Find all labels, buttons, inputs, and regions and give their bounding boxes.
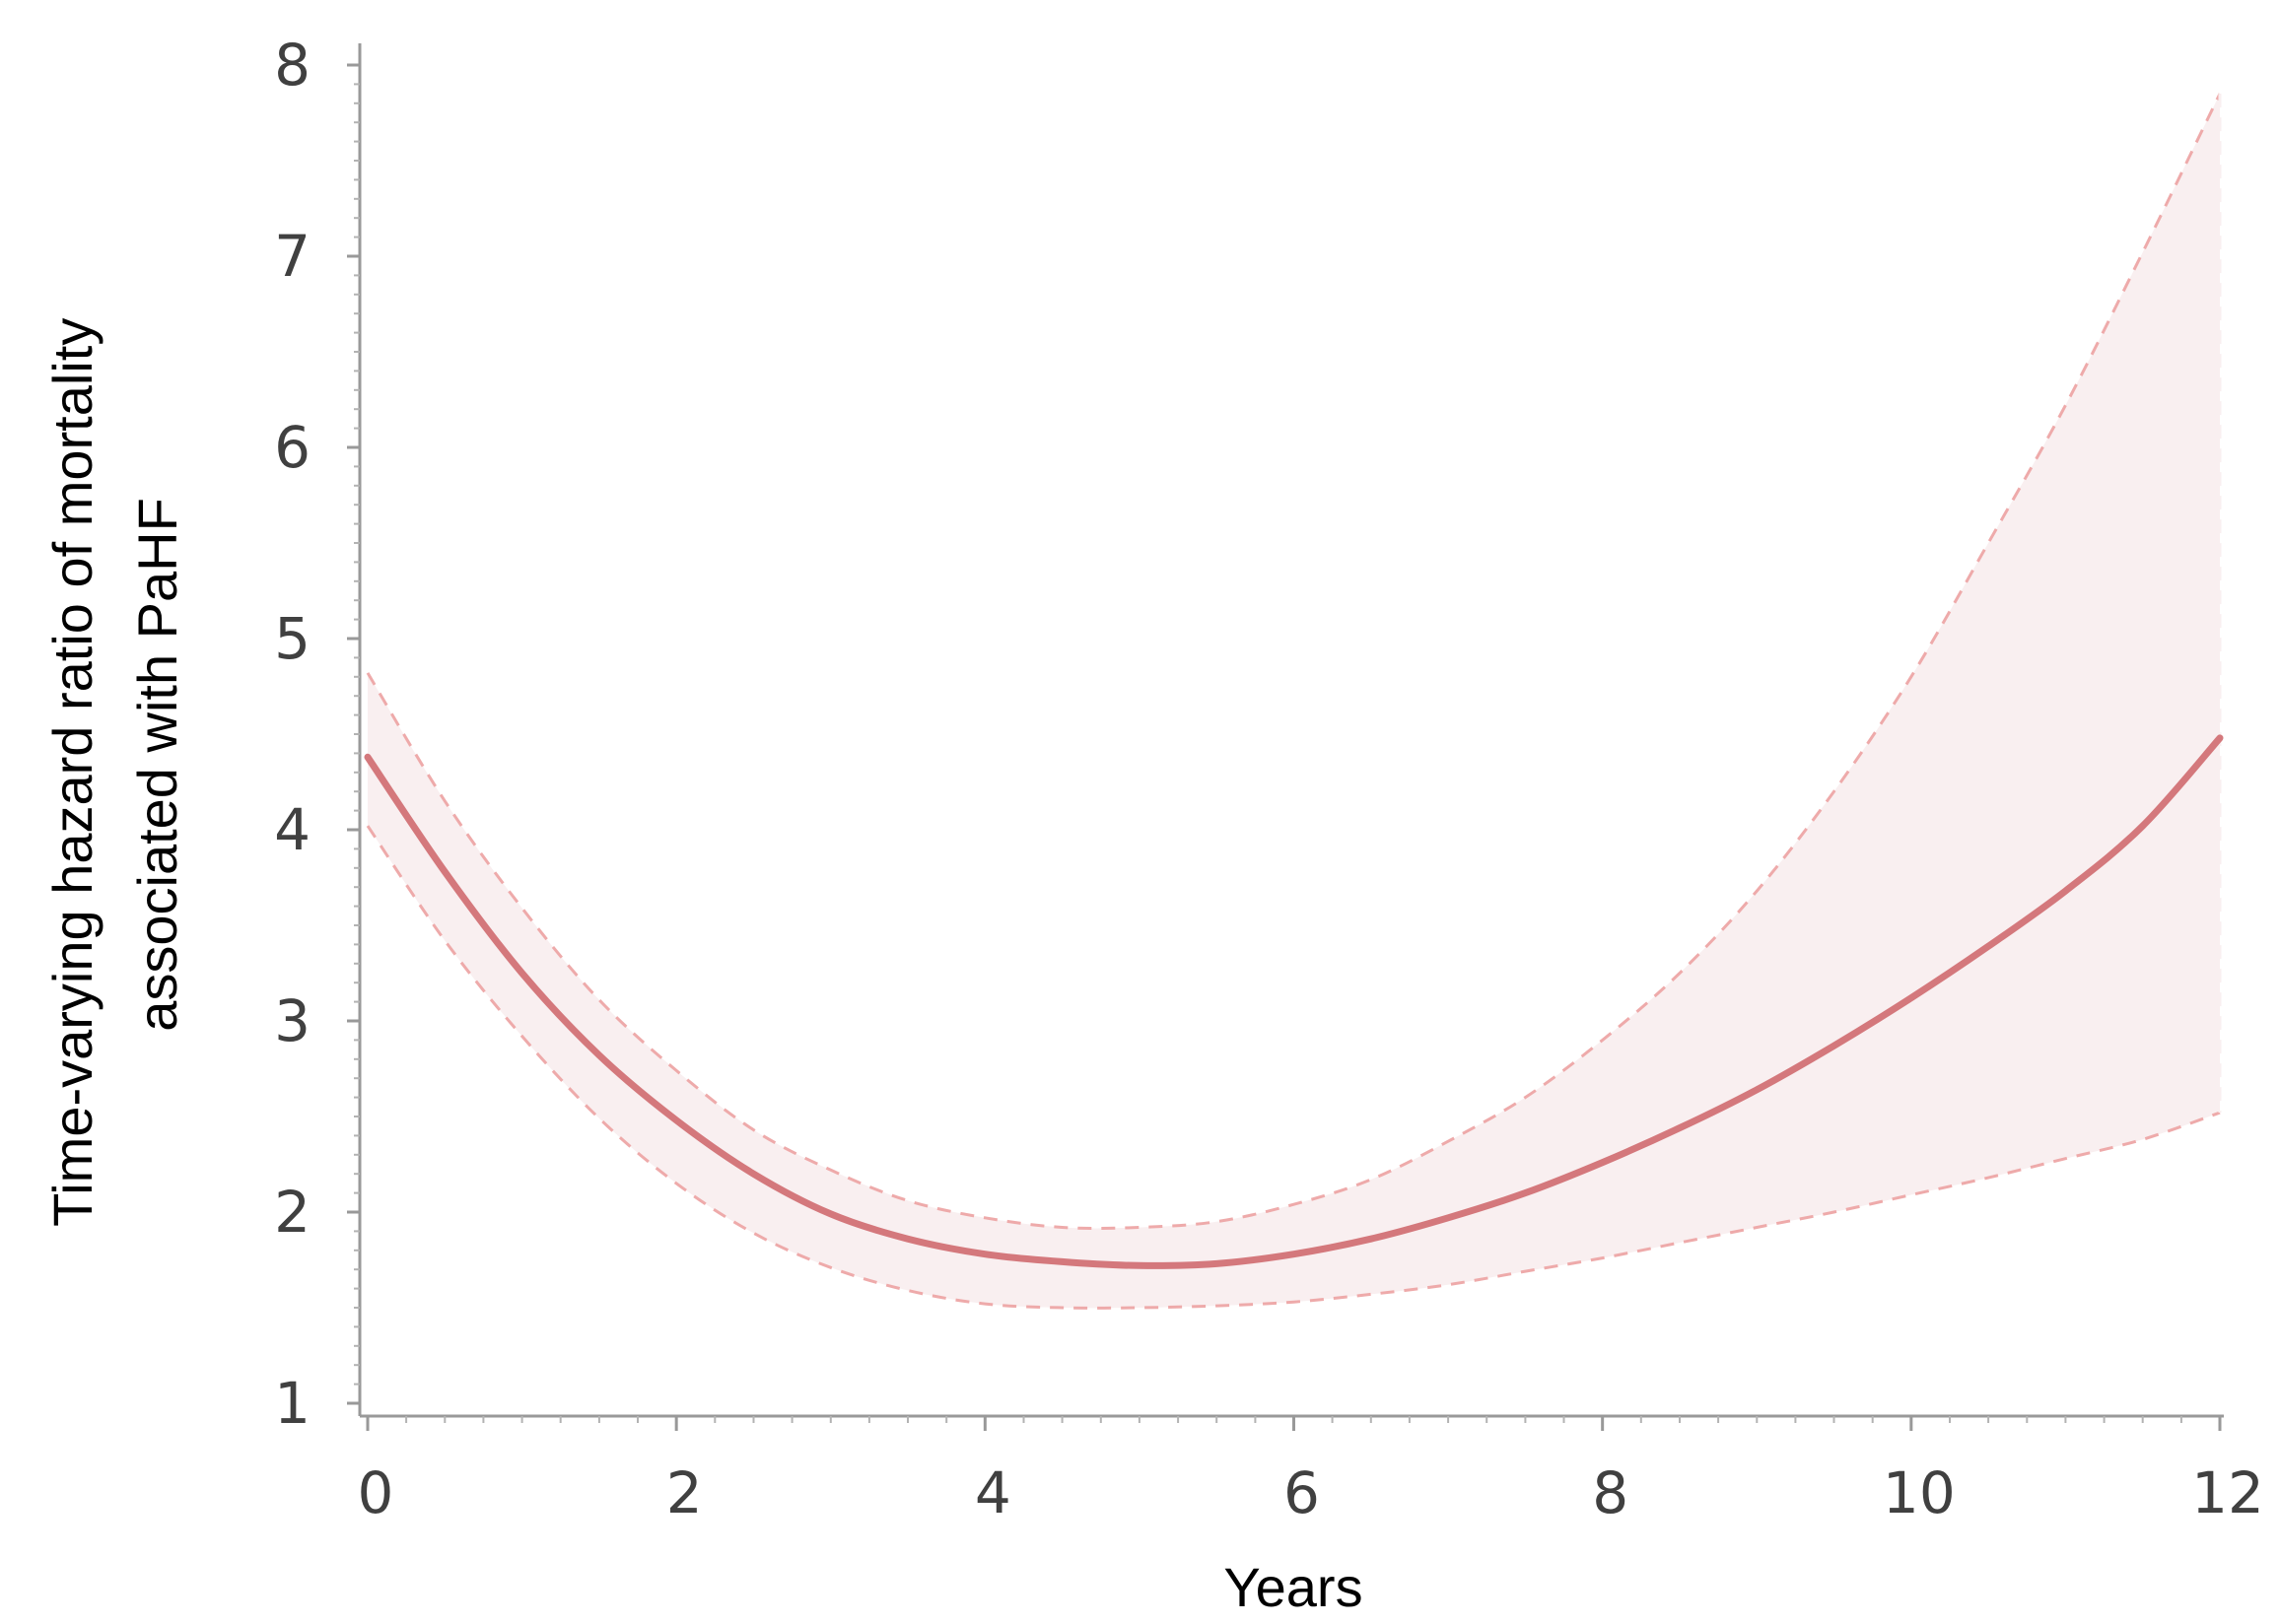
x-tick-label: 10 (1883, 1459, 1956, 1526)
x-tick-label: 6 (1283, 1459, 1320, 1526)
hazard-ratio-line (364, 734, 2224, 1269)
confidence-band (368, 94, 2220, 1309)
upper-ci-line (366, 93, 2222, 1230)
y-tick-label: 2 (274, 1179, 311, 1246)
x-axis-title: Years (1223, 1556, 1362, 1618)
y-tick-label: 5 (274, 605, 311, 672)
y-axis-title-line-2: associated with PaHF (126, 498, 188, 1032)
y-tick-label: 6 (274, 414, 311, 481)
y-tick-label: 8 (274, 32, 311, 99)
lower-ci-line (366, 825, 2221, 1310)
y-axis-title-line-1: Time-varying hazard ratio of mortality (41, 318, 104, 1227)
y-axis-title: Time-varying hazard ratio of mortality a… (41, 303, 188, 1227)
x-tick-label: 4 (975, 1459, 1011, 1526)
y-tick-labels: 1 2 3 4 5 6 7 8 (274, 32, 360, 1437)
x-tick-label: 0 (358, 1459, 394, 1526)
y-tick-label: 7 (274, 223, 311, 290)
y-tick-label: 1 (274, 1370, 311, 1437)
y-tick-label: 3 (274, 987, 311, 1054)
x-tick-label: 2 (666, 1459, 703, 1526)
x-tick-label: 12 (2191, 1459, 2264, 1526)
y-tick-label: 4 (274, 796, 311, 863)
confidence-band-group (366, 93, 2222, 1310)
x-tick-labels: 0 2 4 6 8 10 12 (358, 1416, 2264, 1526)
x-tick-label: 8 (1592, 1459, 1628, 1526)
